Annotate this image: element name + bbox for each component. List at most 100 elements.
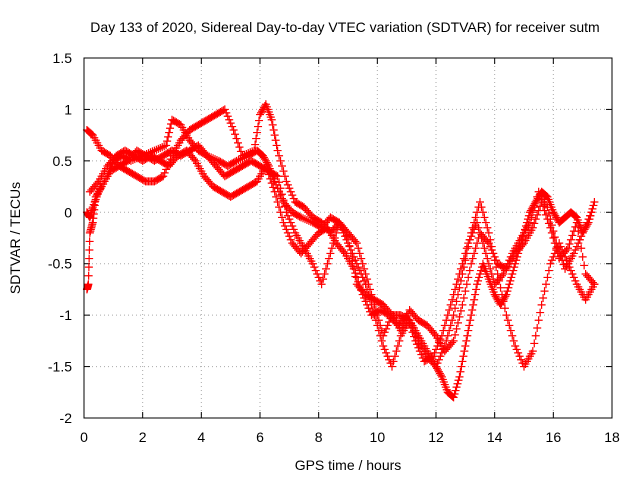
data-point-marker xyxy=(472,285,481,294)
data-point-marker xyxy=(286,187,295,196)
plot-frame xyxy=(83,57,613,419)
data-point-marker xyxy=(486,264,495,273)
y-tick-label: -0.5 xyxy=(48,256,72,272)
data-point-marker xyxy=(465,321,474,330)
data-point-marker xyxy=(456,306,465,315)
data-point-marker xyxy=(469,300,478,309)
data-point-marker xyxy=(541,191,550,200)
data-point-marker xyxy=(410,332,418,341)
data-point-marker xyxy=(484,239,493,248)
data-point-marker xyxy=(267,115,276,124)
data-point-marker xyxy=(275,178,284,187)
data-point-marker xyxy=(452,297,461,306)
data-point-marker xyxy=(452,280,461,289)
y-tick-label: -1.5 xyxy=(48,359,72,375)
data-point-marker xyxy=(262,158,271,167)
data-point-marker xyxy=(270,131,279,140)
data-point-marker xyxy=(244,149,253,158)
data-point-marker xyxy=(258,151,267,160)
data-point-marker xyxy=(454,376,463,385)
data-point-marker xyxy=(269,126,278,134)
data-point-marker xyxy=(457,362,466,371)
data-point-marker xyxy=(433,366,442,374)
data-point-marker xyxy=(531,331,540,340)
data-point-marker xyxy=(533,324,542,332)
y-tick-label: 1.5 xyxy=(53,50,73,66)
data-point-marker xyxy=(253,128,262,137)
data-point-marker xyxy=(502,311,511,320)
data-point-marker xyxy=(271,136,280,145)
data-point-marker xyxy=(550,210,559,218)
data-point-marker xyxy=(226,119,235,128)
data-point-marker xyxy=(364,304,373,313)
data-point-marker xyxy=(236,155,245,164)
data-point-marker xyxy=(515,352,524,361)
data-point-marker xyxy=(393,342,402,350)
data-point-marker xyxy=(407,324,416,332)
data-point-marker xyxy=(415,347,424,356)
data-point-marker xyxy=(503,316,512,325)
data-point-marker xyxy=(490,252,499,261)
data-point-marker xyxy=(272,192,281,201)
data-point-marker xyxy=(471,290,480,299)
data-point-marker xyxy=(461,249,470,258)
data-point-marker xyxy=(547,228,556,237)
data-point-marker xyxy=(236,147,245,156)
data-point-marker xyxy=(92,191,101,200)
data-point-marker xyxy=(574,227,583,236)
data-point-marker xyxy=(242,150,251,158)
x-tick-label: 12 xyxy=(428,429,444,445)
data-point-marker xyxy=(246,148,255,157)
data-point-marker xyxy=(273,172,282,181)
data-point-marker xyxy=(587,208,596,217)
data-point-marker xyxy=(470,249,479,258)
data-point-marker xyxy=(451,285,460,294)
data-point-marker xyxy=(300,215,309,224)
data-point-marker xyxy=(450,390,459,398)
x-tick-label: 8 xyxy=(315,429,323,445)
data-point-marker xyxy=(467,259,476,268)
data-point-marker xyxy=(448,338,457,347)
data-point-marker xyxy=(385,355,394,364)
data-point-marker xyxy=(319,275,328,284)
data-point-marker xyxy=(484,228,493,237)
data-point-marker xyxy=(257,107,266,116)
data-point-marker xyxy=(85,237,94,246)
data-point-marker xyxy=(568,270,577,278)
data-point-marker xyxy=(501,292,510,301)
data-point-marker xyxy=(476,198,484,206)
data-point-marker xyxy=(464,239,473,248)
data-point-marker xyxy=(166,124,175,133)
data-point-marker xyxy=(380,345,389,354)
data-point-marker xyxy=(452,383,461,392)
data-point-marker xyxy=(259,153,268,162)
data-point-marker xyxy=(283,180,292,189)
data-point-marker xyxy=(463,331,472,340)
data-point-marker xyxy=(396,326,405,335)
data-point-marker xyxy=(460,347,469,356)
data-point-marker xyxy=(531,215,540,224)
data-point-marker xyxy=(430,330,439,338)
data-point-marker xyxy=(487,270,496,278)
data-point-marker xyxy=(566,235,575,244)
data-point-marker xyxy=(388,362,396,371)
data-point-marker xyxy=(571,276,580,285)
data-point-marker xyxy=(285,232,294,241)
data-point-marker xyxy=(568,231,577,240)
data-point-marker xyxy=(530,203,539,212)
x-tick-label: 14 xyxy=(487,429,503,445)
data-point-marker xyxy=(344,234,352,242)
data-point-marker xyxy=(569,273,578,282)
data-point-marker xyxy=(442,336,451,345)
data-point-marker xyxy=(235,143,244,152)
data-point-marker xyxy=(432,362,440,371)
data-point-marker xyxy=(351,272,360,281)
data-point-marker xyxy=(537,300,546,309)
data-point-marker xyxy=(540,287,549,296)
data-point-marker xyxy=(445,306,454,314)
data-point-marker xyxy=(429,352,438,361)
data-point-marker xyxy=(458,300,467,309)
data-point-marker xyxy=(588,278,597,287)
data-point-marker xyxy=(160,142,169,151)
